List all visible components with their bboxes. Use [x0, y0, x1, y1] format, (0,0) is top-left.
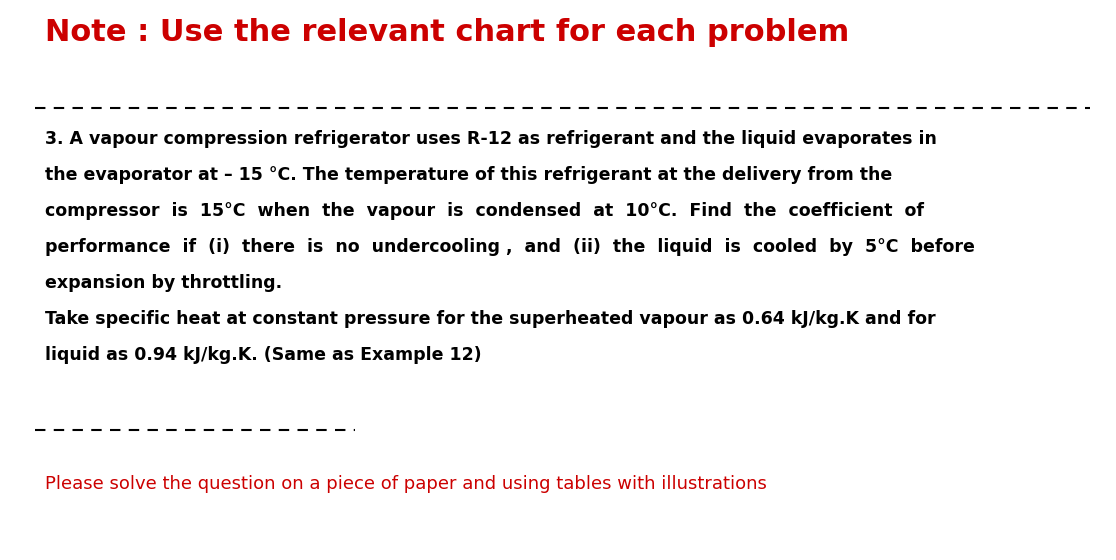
- Text: expansion by throttling.: expansion by throttling.: [45, 274, 282, 292]
- Text: performance  if  (i)  there  is  no  undercooling ,  and  (ii)  the  liquid  is : performance if (i) there is no undercool…: [45, 238, 975, 256]
- Text: the evaporator at – 15 °C. The temperature of this refrigerant at the delivery f: the evaporator at – 15 °C. The temperatu…: [45, 166, 893, 184]
- Text: liquid as 0.94 kJ/kg.K. (Same as Example 12): liquid as 0.94 kJ/kg.K. (Same as Example…: [45, 346, 482, 364]
- Text: Please solve the question on a piece of paper and using tables with illustration: Please solve the question on a piece of …: [45, 475, 767, 493]
- Text: Note : Use the relevant chart for each problem: Note : Use the relevant chart for each p…: [45, 18, 849, 47]
- Text: 3. A vapour compression refrigerator uses R-12 as refrigerant and the liquid eva: 3. A vapour compression refrigerator use…: [45, 130, 936, 148]
- Text: Take specific heat at constant pressure for the superheated vapour as 0.64 kJ/kg: Take specific heat at constant pressure …: [45, 310, 935, 328]
- Text: compressor  is  15°C  when  the  vapour  is  condensed  at  10°C.  Find  the  co: compressor is 15°C when the vapour is co…: [45, 202, 924, 220]
